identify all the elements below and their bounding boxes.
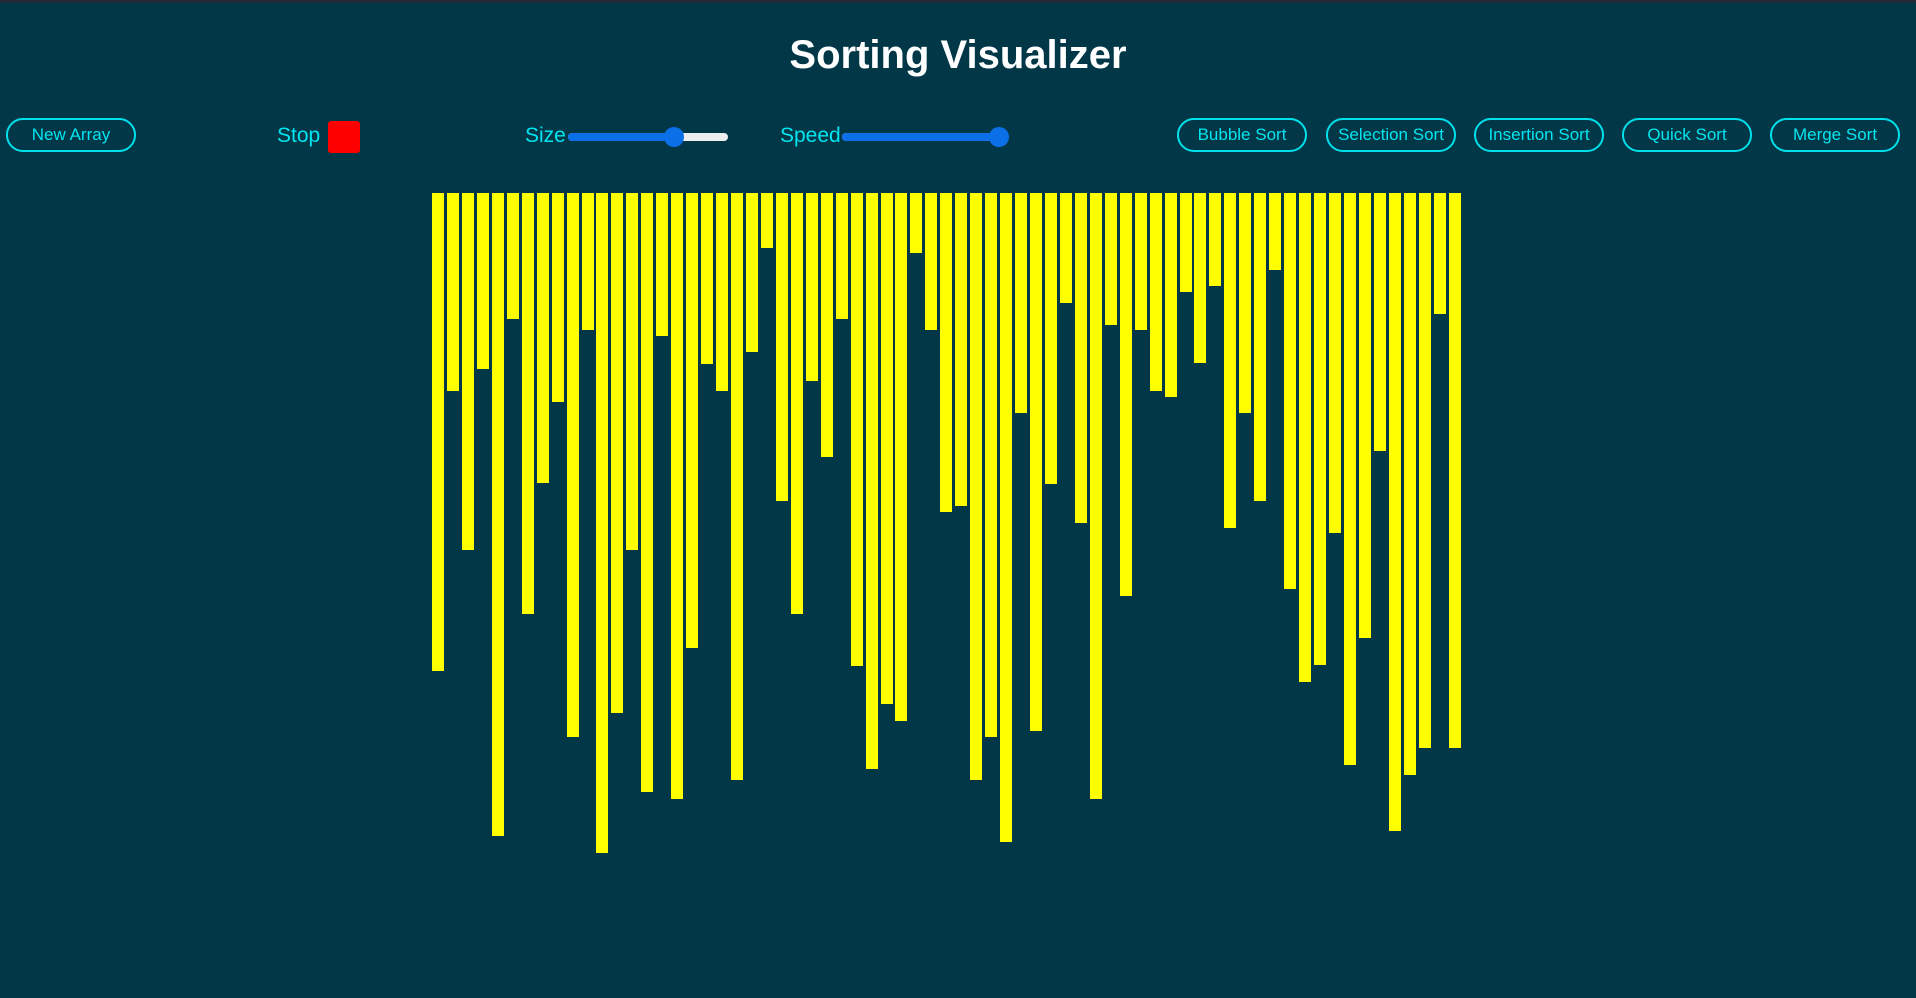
- page-title: Sorting Visualizer: [789, 33, 1127, 77]
- array-bar: [790, 193, 803, 614]
- speed-label: Speed: [780, 124, 841, 147]
- array-bar: [432, 193, 444, 671]
- array-bar: [1209, 193, 1222, 286]
- array-bar: [1194, 193, 1207, 363]
- array-bar: [626, 193, 639, 550]
- bubble-sort-button[interactable]: Bubble Sort: [1177, 118, 1307, 152]
- merge-sort-button[interactable]: Merge Sort: [1770, 118, 1900, 152]
- array-bar: [1239, 193, 1252, 413]
- array-bar: [1059, 193, 1072, 303]
- array-bar: [745, 193, 758, 352]
- array-bar: [1343, 193, 1356, 765]
- array-bar: [910, 193, 923, 253]
- array-bar: [551, 193, 564, 402]
- stop-label: Stop: [277, 124, 321, 147]
- array-bar: [566, 193, 579, 737]
- array-bar: [1299, 193, 1312, 682]
- array-bar: [1149, 193, 1162, 391]
- array-bar: [1119, 193, 1132, 596]
- array-bar: [1403, 193, 1416, 775]
- size-slider-thumb[interactable]: [663, 127, 684, 147]
- speed-slider[interactable]: [842, 127, 1009, 147]
- stop-button[interactable]: [328, 121, 360, 153]
- array-bar: [611, 193, 624, 713]
- array-bar: [1074, 193, 1087, 523]
- array-bar: [940, 193, 953, 512]
- size-slider-fill: [568, 133, 674, 141]
- array-bar: [1373, 193, 1386, 451]
- array-bar: [1164, 193, 1177, 397]
- array-bar: [1448, 193, 1461, 748]
- array-bar: [1433, 193, 1446, 314]
- array-bar: [805, 193, 818, 381]
- array-bars: [432, 193, 1484, 893]
- size-label: Size: [525, 124, 566, 147]
- array-bar: [1358, 193, 1371, 638]
- size-slider[interactable]: [568, 127, 728, 147]
- array-bar: [1134, 193, 1147, 330]
- array-bar: [686, 193, 699, 648]
- array-bar: [895, 193, 908, 721]
- array-bar: [671, 193, 684, 799]
- array-bar: [985, 193, 998, 737]
- array-bar: [731, 193, 743, 780]
- array-bar: [491, 193, 504, 836]
- quick-sort-button[interactable]: Quick Sort: [1622, 118, 1752, 152]
- array-bar: [1000, 193, 1013, 842]
- array-bar: [1269, 193, 1282, 270]
- array-bar: [1044, 193, 1057, 484]
- array-bar: [716, 193, 729, 391]
- array-bar: [820, 193, 833, 457]
- array-bar: [1179, 193, 1192, 292]
- array-bar: [656, 193, 669, 336]
- array-bar: [446, 193, 459, 391]
- array-bar: [521, 193, 534, 614]
- insertion-sort-button[interactable]: Insertion Sort: [1474, 118, 1604, 152]
- array-bar: [1329, 193, 1341, 533]
- array-bar: [880, 193, 893, 704]
- new-array-button[interactable]: New Array: [6, 118, 136, 152]
- array-bar: [835, 193, 848, 319]
- array-bar: [581, 193, 594, 330]
- array-bar: [701, 193, 714, 364]
- array-bar: [925, 193, 938, 330]
- array-bar: [775, 193, 788, 501]
- array-bar: [1254, 193, 1267, 501]
- array-bar: [1314, 193, 1327, 665]
- array-bar: [865, 193, 878, 769]
- array-bar: [760, 193, 773, 248]
- array-bar: [536, 193, 549, 483]
- toolbar: New Array Stop Size Speed Bubble Sort Se…: [0, 118, 1916, 154]
- array-bar: [476, 193, 489, 369]
- array-bar: [461, 193, 474, 550]
- array-bar: [955, 193, 968, 506]
- speed-slider-thumb[interactable]: [988, 127, 1009, 147]
- array-bar: [970, 193, 983, 780]
- array-bar: [596, 193, 609, 853]
- array-bar: [506, 193, 519, 319]
- array-bar: [1104, 193, 1117, 325]
- speed-slider-fill: [842, 133, 999, 141]
- array-bar: [1015, 193, 1028, 413]
- array-bar: [641, 193, 654, 792]
- array-bar: [850, 193, 863, 666]
- array-bar: [1030, 193, 1042, 731]
- array-bar: [1388, 193, 1401, 831]
- array-bar: [1284, 193, 1297, 589]
- array-bar: [1224, 193, 1237, 528]
- array-bar: [1418, 193, 1431, 748]
- array-bar: [1089, 193, 1102, 799]
- selection-sort-button[interactable]: Selection Sort: [1326, 118, 1456, 152]
